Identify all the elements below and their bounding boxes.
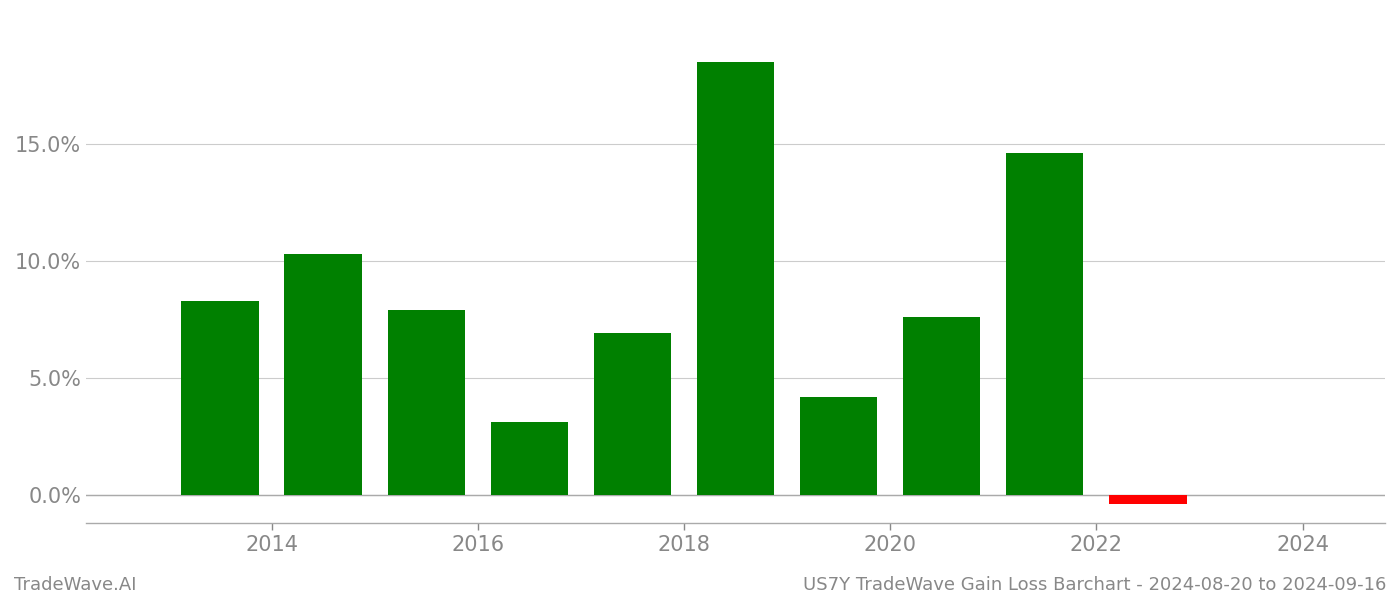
- Bar: [284, 254, 361, 495]
- Bar: [594, 334, 671, 495]
- Bar: [799, 397, 878, 495]
- Bar: [182, 301, 259, 495]
- Text: TradeWave.AI: TradeWave.AI: [14, 576, 137, 594]
- Bar: [388, 310, 465, 495]
- Bar: [1007, 153, 1084, 495]
- Text: US7Y TradeWave Gain Loss Barchart - 2024-08-20 to 2024-09-16: US7Y TradeWave Gain Loss Barchart - 2024…: [802, 576, 1386, 594]
- Bar: [490, 422, 568, 495]
- Bar: [1109, 495, 1187, 505]
- Bar: [903, 317, 980, 495]
- Bar: [697, 62, 774, 495]
